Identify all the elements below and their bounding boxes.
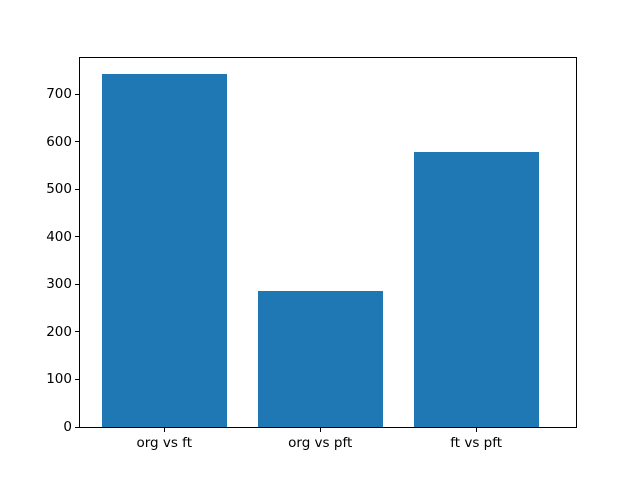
x-tick-mark — [475, 428, 477, 432]
bar — [413, 152, 539, 427]
y-tick-mark — [75, 283, 79, 285]
x-tick-mark — [319, 428, 321, 432]
y-tick-mark — [75, 426, 79, 428]
y-tick-label: 700 — [46, 86, 72, 103]
y-tick-label: 300 — [46, 276, 72, 293]
y-tick-label: 600 — [46, 133, 72, 150]
y-tick-mark — [75, 331, 79, 333]
y-tick-label: 100 — [46, 371, 72, 388]
x-tick-mark — [163, 428, 165, 432]
y-tick-label: 200 — [46, 323, 72, 340]
y-tick-label: 0 — [63, 419, 72, 435]
bar — [101, 73, 227, 427]
x-tick-label: org vs pft — [288, 435, 353, 451]
bar — [257, 291, 383, 427]
y-tick-mark — [75, 188, 79, 190]
plot-area: 0 100 200 300 400 500 600 700 org vs ft org vs pf… — [46, 57, 577, 451]
y-tick-label: 500 — [46, 181, 72, 198]
y-tick-mark — [75, 93, 79, 95]
x-tick-label: org vs ft — [136, 435, 192, 451]
y-tick-mark — [75, 141, 79, 143]
y-tick-label: 400 — [46, 228, 72, 245]
y-tick-mark — [75, 236, 79, 238]
x-tick-label: ft vs pft — [450, 435, 503, 451]
y-tick-mark — [75, 378, 79, 380]
